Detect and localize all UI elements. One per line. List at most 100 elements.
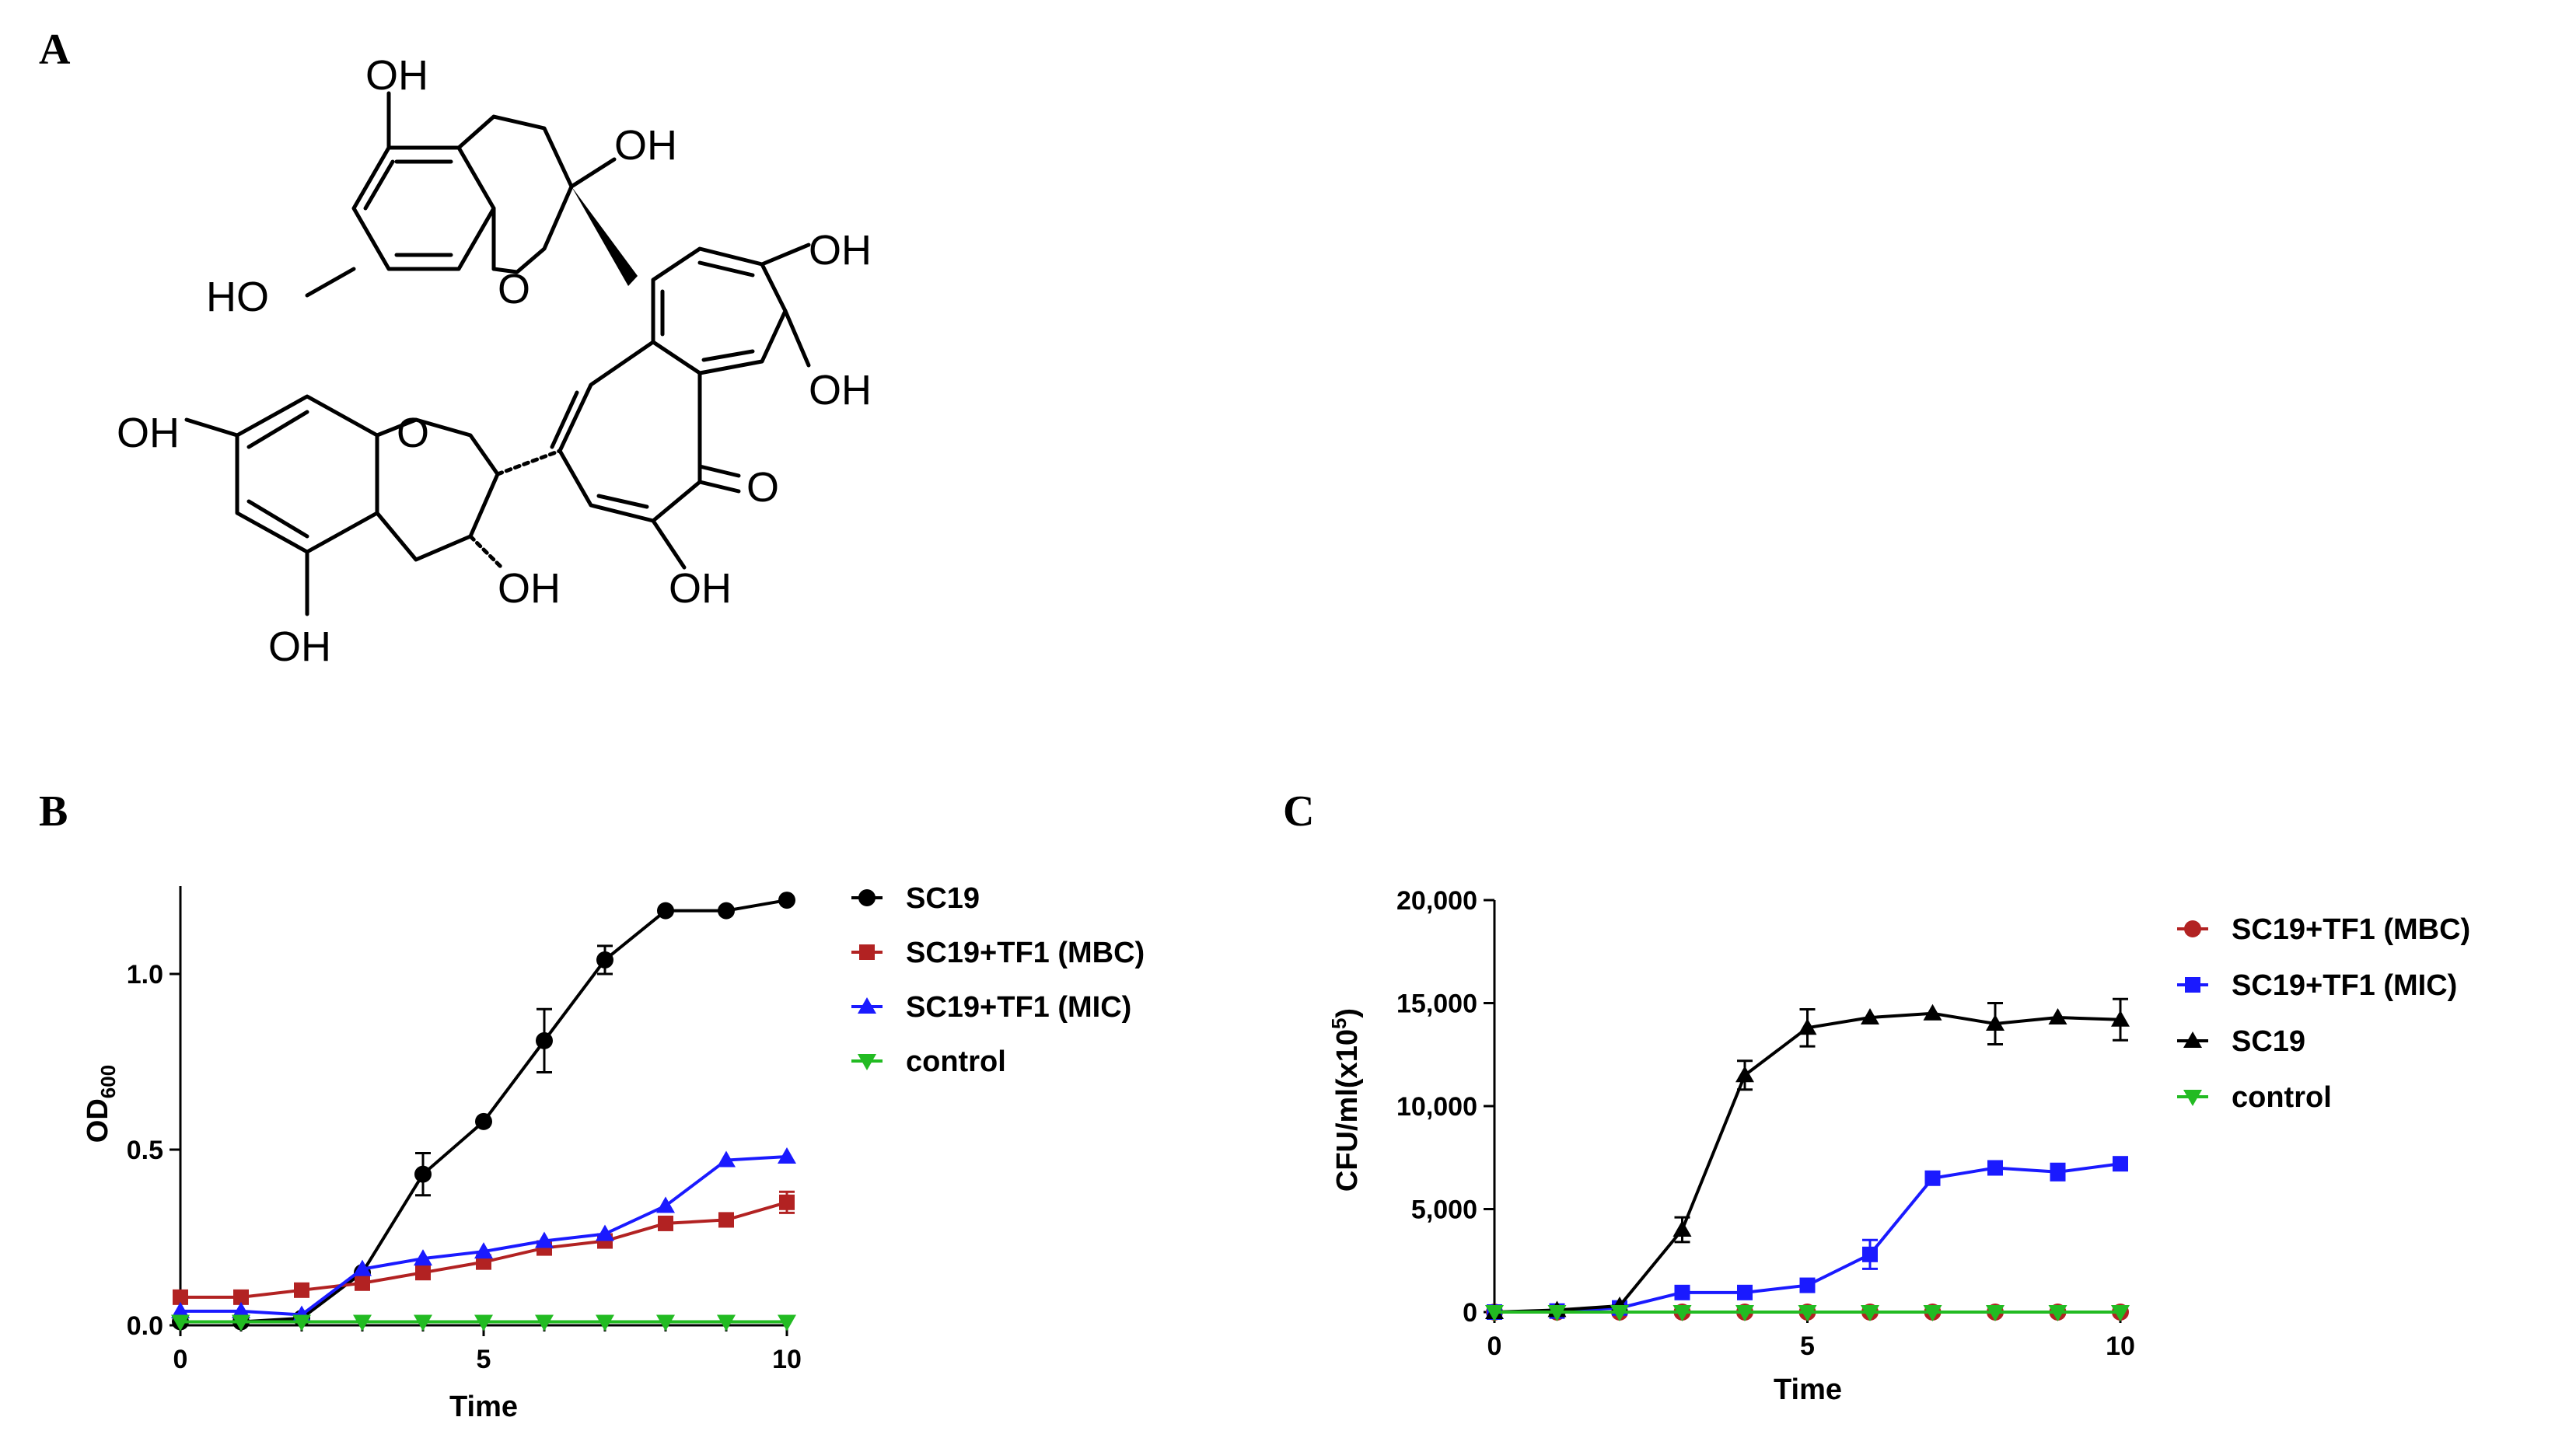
legend-label: control [906,1045,1006,1078]
data-point [1735,1305,1754,1321]
y-tick-label: 0.5 [127,1136,163,1165]
data-point [718,902,735,920]
legend-label: SC19 [906,882,980,915]
legend-label: SC19+TF1 (MIC) [2232,969,2457,1002]
series-line [1494,1011,2121,1314]
data-point [1862,1246,1878,1262]
data-point [779,1194,795,1210]
data-point [717,1150,736,1168]
data-point [294,1282,309,1298]
data-point [474,1314,493,1332]
chart-od600: 0.0 0.5 1.0 0 5 10 SC19 SC19+TF1 (MBC) SC19+TF1… [82,882,1145,1423]
data-point [1485,1305,1504,1321]
atom-label: OH [809,227,872,274]
data-point [355,1275,370,1291]
legend-marker [858,889,876,906]
chart-c-axes: 0 5,000 10,000 15,000 20,000 0 5 10 [1396,886,2135,1361]
data-point [778,892,795,909]
data-point [1672,1305,1692,1321]
data-point [171,1314,190,1332]
chart-c-y-axis-title-sup: 5 [1327,1018,1351,1029]
chart-c-y-axis-title: CFU/ml(x105) [1327,1008,1364,1192]
atom-label: O [498,266,530,312]
chart-b-series [171,892,796,1332]
data-point [1799,1277,1816,1293]
panel-label-b: B [39,787,68,836]
data-point [1735,1066,1754,1083]
data-point [658,1215,673,1231]
chart-c-y-axis-title-tail: ) [1331,1008,1364,1018]
atom-label: O [397,410,429,456]
y-tick-label: 10,000 [1396,1092,1477,1122]
data-point [1986,1014,2005,1031]
panel-label-a: A [39,26,71,74]
y-tick-label: 0.0 [127,1311,163,1341]
data-point [233,1289,249,1305]
legend-marker [2184,920,2201,937]
chart-b-legend: SC19 SC19+TF1 (MBC) SC19+TF1 (MIC) control [851,882,1145,1078]
atom-label: OH [809,367,872,414]
y-tick-label: 0 [1463,1298,1477,1328]
data-point [1861,1305,1879,1321]
panel-label-c: C [1283,787,1314,836]
data-point [232,1301,250,1318]
data-point [778,1314,796,1332]
data-point [353,1259,372,1276]
data-point [1798,1018,1817,1035]
legend-marker [2183,1090,2202,1106]
data-point [1986,1305,2005,1321]
molecule-bonds [184,91,811,616]
atom-label: OH [365,52,428,99]
series-line [180,1155,788,1317]
legend-marker [859,944,875,960]
atom-label: OH [498,565,561,612]
data-point [1674,1284,1690,1300]
legend-label: control [2232,1081,2332,1114]
chart-c-legend: SC19+TF1 (MBC) SC19+TF1 (MIC) SC19 control [2177,913,2470,1114]
data-point [414,1314,432,1332]
data-point [474,1242,493,1259]
data-point [596,951,613,969]
x-tick-label: 5 [1800,1332,1815,1361]
data-point [536,1031,553,1049]
chart-b-axes: 0.0 0.5 1.0 0 5 10 [127,886,802,1374]
data-point [1672,1220,1692,1237]
data-point [656,1314,675,1332]
legend-label: SC19+TF1 (MBC) [906,937,1145,969]
atom-label: OH [268,623,331,670]
chart-b-y-axis-title-main: OD [82,1098,114,1143]
y-tick-label: 15,000 [1396,990,1477,1019]
data-point [232,1314,250,1332]
data-point [535,1314,554,1332]
data-point [1987,1160,2003,1176]
data-point [414,1165,432,1183]
legend-marker [858,997,876,1014]
data-point [1923,1003,1942,1021]
molecule-structure: OH OH OH HO O OH OH HO O O OH OH OH [117,52,872,670]
legend-marker [2183,1031,2202,1048]
legend-label: SC19+TF1 (MBC) [2232,913,2470,946]
data-point [535,1231,554,1248]
data-point [2111,1010,2130,1027]
legend-label: SC19 [2232,1025,2305,1058]
y-tick-label: 5,000 [1411,1195,1477,1225]
y-tick-label: 20,000 [1396,886,1477,916]
chart-b-x-axis-title: Time [449,1391,518,1423]
data-point [2111,1305,2130,1321]
data-point [414,1249,432,1266]
data-point [656,1196,675,1213]
x-tick-label: 10 [772,1345,802,1374]
x-tick-label: 10 [2106,1332,2135,1361]
atom-label: OH [614,122,677,169]
chart-b-y-axis-title: OD600 [82,1065,120,1143]
x-tick-label: 0 [173,1345,188,1374]
data-point [171,1301,190,1318]
chart-c-series [1485,997,2130,1321]
data-point [415,1265,431,1281]
atom-label: O [746,464,779,511]
data-point [1547,1305,1567,1321]
data-point [1737,1284,1753,1300]
chart-cfu: 0 5,000 10,000 15,000 20,000 0 5 10 SC19+TF1 (M… [1327,886,2470,1406]
x-tick-label: 5 [477,1345,491,1374]
